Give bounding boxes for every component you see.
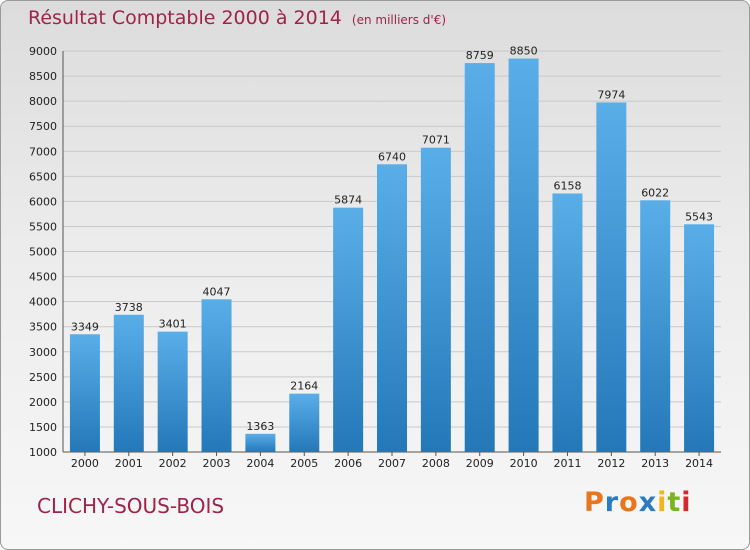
chart-title-text: Résultat Comptable 2000 à 2014 [28,7,342,29]
x-tick-label-2014: 2014 [685,457,713,470]
bars [69,58,715,453]
x-tick-label-2004: 2004 [246,457,274,470]
y-tick-labels: 1000 1500 2000 2500 3000 3500 4000 4500 5000 5500… [29,45,57,459]
chart-subtitle: (en milliers d'€) [351,13,447,27]
data-label-2013: 6022 [641,186,669,199]
y-tick-label: 3500 [29,321,57,334]
y-tick-label: 6500 [29,170,57,183]
bar-2011 [552,193,583,452]
y-tick-label: 7500 [29,120,57,133]
x-tick-label-2008: 2008 [422,457,450,470]
y-tick-label: 2500 [29,371,57,384]
y-tick-label: 4000 [29,296,57,309]
bar-2005 [289,393,320,452]
bar-2013 [640,200,671,452]
x-tick-label-2007: 2007 [378,457,406,470]
y-tick-label: 5000 [29,246,57,259]
data-label-2010: 8850 [510,45,538,58]
x-tick-label-2006: 2006 [334,457,362,470]
bar-2004 [245,433,276,452]
bar-2003 [201,299,232,452]
bar-2001 [113,314,144,452]
data-label-2003: 4047 [203,285,231,298]
y-tick-label: 1500 [29,421,57,434]
bar-2012 [596,102,627,452]
data-label-2000: 3349 [71,320,99,333]
bar-2014 [684,224,715,452]
logo-letter: x [638,487,658,518]
logo-letter: o [619,487,639,518]
y-tick-label: 5500 [29,220,57,233]
x-tick-label-2001: 2001 [115,457,143,470]
data-label-2002: 3401 [159,318,187,331]
x-tick-label-2003: 2003 [203,457,231,470]
x-tick-labels: 2000 2001 2002 2003 2004 2005 2006 2007 2008 2009… [71,452,713,470]
x-tick-label-2010: 2010 [510,457,538,470]
x-tick-label-2013: 2013 [641,457,669,470]
y-tick-label: 4500 [29,271,57,284]
data-label-2005: 2164 [290,380,318,393]
data-label-2006: 5874 [334,194,362,207]
logo-letter: t [667,487,682,518]
logo-letter: i [681,487,692,518]
bar-2007 [377,164,407,452]
y-tick-label: 7000 [29,145,57,158]
x-tick-label-2009: 2009 [466,457,494,470]
bar-2006 [333,207,364,452]
y-tick-label: 3000 [29,346,57,359]
y-tick-label: 8000 [29,95,57,108]
x-tick-label-2002: 2002 [159,457,187,470]
bar-2002 [157,331,188,452]
chart-title: Résultat Comptable 2000 à 2014 (en millie… [28,7,446,29]
data-label-2009: 8759 [466,49,494,62]
y-tick-label: 9000 [29,45,57,58]
logo-letter: i [657,487,668,518]
data-label-2008: 7071 [422,134,450,147]
data-label-2014: 5543 [685,210,713,223]
x-tick-label-2012: 2012 [597,457,625,470]
bar-2010 [508,58,539,453]
data-labels: 3349 3738 3401 4047 1363 2164 5874 6740 7071 8759… [71,45,713,433]
x-tick-label-2011: 2011 [553,457,581,470]
proxiti-logo[interactable]: Proxiti [584,487,692,518]
bar-2009 [464,63,495,452]
logo-letter: P [584,487,605,518]
data-label-2007: 6740 [378,150,406,163]
city-name: CLICHY-SOUS-BOIS [37,494,225,518]
data-label-2011: 6158 [553,179,581,192]
data-label-2004: 1363 [246,420,274,433]
x-tick-label-2005: 2005 [290,457,318,470]
x-tick-label-2000: 2000 [71,457,99,470]
y-tick-label: 8500 [29,70,57,83]
bar-2000 [69,334,100,452]
y-tick-label: 6000 [29,195,57,208]
logo-letter: r [604,487,620,518]
y-tick-label: 2000 [29,396,57,409]
data-label-2001: 3738 [115,301,143,314]
y-tick-label: 1000 [29,446,57,459]
bar-2008 [420,147,451,452]
data-label-2012: 7974 [597,88,625,101]
